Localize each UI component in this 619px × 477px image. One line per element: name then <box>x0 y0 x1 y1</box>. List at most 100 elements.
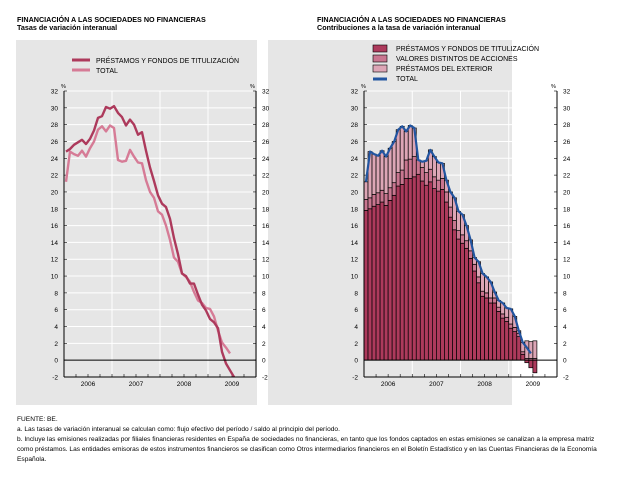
bar-segment-prestamos <box>375 204 381 361</box>
y-tick-label-left: 32 <box>351 89 359 96</box>
legend-swatch-exterior <box>372 64 388 73</box>
note-b: b. Incluye las emisiones realizadas por … <box>17 436 597 463</box>
x-tick-label: 2006 <box>81 381 96 388</box>
bar-segment-valores <box>472 263 477 272</box>
y-tick-label-left: 20 <box>51 189 59 196</box>
y-tick-label-right: 28 <box>563 122 571 129</box>
bar-segment-exterior <box>423 160 429 173</box>
bar-segment-exterior <box>383 156 389 194</box>
left-chart-title-block: FINANCIACIÓN A LAS SOCIEDADES NO FINANCI… <box>17 16 206 32</box>
legend-label-valores: VALORES DISTINTOS DE ACCIONES <box>396 56 518 63</box>
y-tick-label-left: 24 <box>51 156 59 163</box>
y-tick-label-right: 20 <box>563 189 571 196</box>
y-tick-label-left: 6 <box>354 307 358 314</box>
y-tick-label-left: 4 <box>54 324 58 331</box>
bar-segment-valores <box>448 206 453 218</box>
bar-segment-valores <box>419 167 425 182</box>
bar-segment-valores <box>460 234 465 244</box>
y-tick-label-left: 18 <box>51 206 59 213</box>
bar-segment-valores <box>476 276 481 284</box>
y-tick-label-left: 4 <box>354 324 358 331</box>
y-tick-label-right: 0 <box>563 358 567 365</box>
right-chart-title: FINANCIACIÓN A LAS SOCIEDADES NO FINANCI… <box>317 15 506 24</box>
y-tick-label-left: 16 <box>51 223 59 230</box>
y-tick-label-left: -2 <box>352 375 358 382</box>
bar-segment-prestamos <box>423 184 429 361</box>
bar-segment-valores <box>452 220 457 231</box>
legend-swatch-total <box>373 77 387 81</box>
bar-segment-prestamos <box>488 302 494 361</box>
y-tick-label-right: 24 <box>262 156 270 163</box>
y-tick-label-left: -2 <box>52 375 58 382</box>
bar-segment-valores <box>496 306 502 312</box>
bar-segment-exterior <box>532 340 538 359</box>
y-tick-label-left: 2 <box>354 341 358 348</box>
y-tick-label-right: 18 <box>262 206 270 213</box>
bar-segment-valores <box>432 176 437 189</box>
y-tick-label-right: 32 <box>262 89 270 96</box>
bar-segment-valores <box>468 250 473 259</box>
y-tick-label-left: 2 <box>54 341 58 348</box>
y-tick-label-right: 12 <box>262 257 270 264</box>
x-tick-label: 2008 <box>477 381 492 388</box>
y-tick-label-right: 6 <box>563 307 567 314</box>
right-chart-title-block: FINANCIACIÓN A LAS SOCIEDADES NO FINANCI… <box>317 16 506 32</box>
bar-segment-valores <box>444 191 449 203</box>
y-tick-label-left: 14 <box>351 240 359 247</box>
series-line-total <box>364 124 532 355</box>
bar-segment-prestamos <box>460 242 465 361</box>
bar-segment-prestamos <box>371 205 377 361</box>
bar-segment-valores <box>399 169 405 185</box>
bar-segment-prestamos <box>407 178 413 361</box>
y-tick-label-left: 32 <box>51 89 59 96</box>
bar-segment-valores <box>395 172 401 187</box>
bar-segment-valores <box>371 194 377 207</box>
x-tick-label: 2009 <box>526 381 541 388</box>
bar-segment-exterior <box>379 150 385 191</box>
y-tick-label-left: 6 <box>54 307 58 314</box>
x-tick-label: 2007 <box>429 381 444 388</box>
left-chart-subtitle: Tasas de variación interanual <box>17 23 118 32</box>
bar-segment-exterior <box>391 141 397 184</box>
legend-label-total: TOTAL <box>96 68 118 75</box>
x-tick-label: 2006 <box>381 381 396 388</box>
y-tick-label-left: 28 <box>351 122 359 129</box>
bar-segment-valores <box>520 351 526 355</box>
bar-segment-prestamos <box>484 297 490 361</box>
bar-segment-valores <box>492 297 498 304</box>
y-tick-label-right: 22 <box>262 173 270 180</box>
y-tick-label-left: 8 <box>354 290 358 297</box>
series-line-prestamos <box>65 104 236 378</box>
y-tick-label-left: 22 <box>51 173 59 180</box>
right-chart-subtitle: Contribuciones a la tasa de variación in… <box>317 23 481 32</box>
bar-segment-exterior <box>399 125 405 171</box>
bar-segment-prestamos <box>492 302 498 361</box>
y-unit-label-right: % <box>551 84 556 90</box>
y-tick-label-right: -2 <box>563 375 569 382</box>
y-tick-label-right: 10 <box>563 274 571 281</box>
bar-segment-valores <box>383 193 389 206</box>
y-tick-label-right: 28 <box>262 122 270 129</box>
source-note: FUENTE: BE. <box>17 416 58 423</box>
bar-segment-exterior <box>403 131 409 161</box>
y-tick-label-left: 14 <box>51 240 59 247</box>
y-tick-label-right: 20 <box>262 189 270 196</box>
legend-label-exterior: PRÉSTAMOS DEL EXTERIOR <box>396 64 492 73</box>
bar-segment-valores <box>504 316 510 322</box>
y-unit-label-left: % <box>61 84 66 90</box>
bar-segment-prestamos <box>500 317 506 361</box>
legend-swatch-prestamos <box>372 44 388 53</box>
y-tick-label-right: 30 <box>563 105 571 112</box>
legend-swatch-valores <box>372 54 388 63</box>
y-tick-label-left: 0 <box>54 358 58 365</box>
left-chart-panel <box>16 40 257 405</box>
legend-swatch-prestamos <box>72 58 90 62</box>
bar-segment-prestamos <box>452 229 457 361</box>
y-tick-label-left: 16 <box>351 223 359 230</box>
y-tick-label-right: 12 <box>563 257 571 264</box>
y-tick-label-left: 0 <box>354 358 358 365</box>
bar-segment-exterior <box>371 153 377 195</box>
bar-segment-valores <box>427 168 433 183</box>
